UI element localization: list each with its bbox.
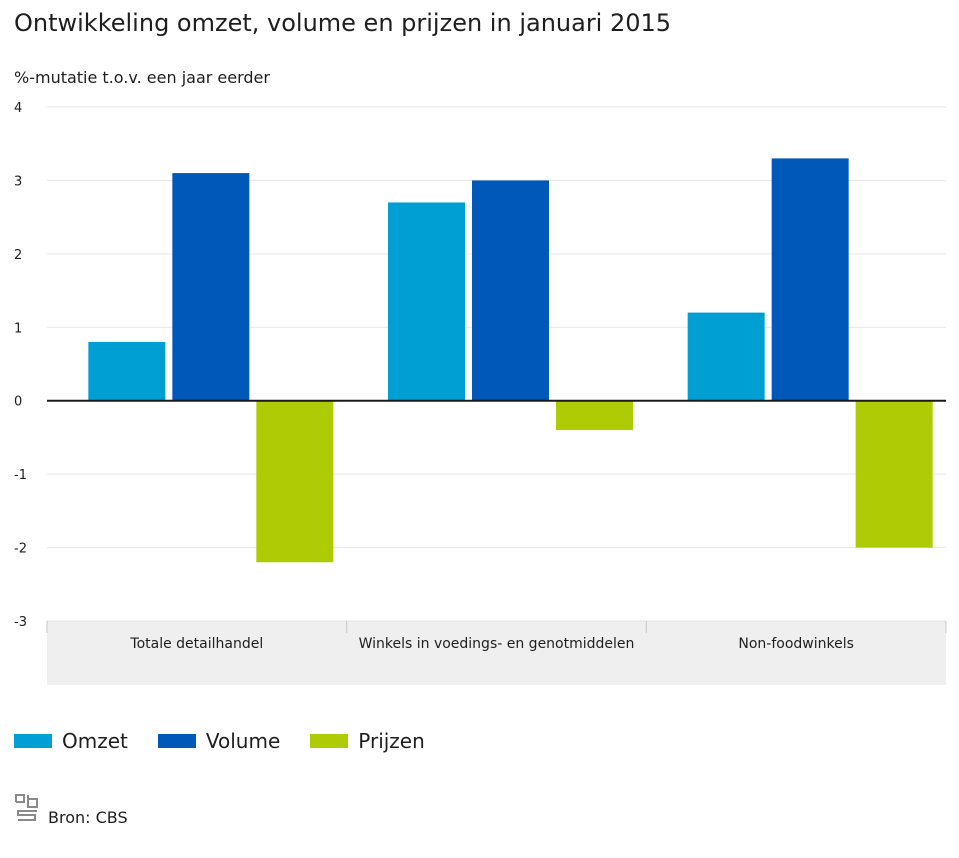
bar-volume-2 (771, 158, 849, 401)
legend-item-volume[interactable]: Volume (157, 729, 281, 753)
y-tick-label: -1 (14, 468, 27, 483)
y-tick-labels: 4 3 2 1 0 -1 -2 -3 (14, 101, 27, 630)
x-tick-labels: Totale detailhandel Winkels in voedings- … (46, 621, 947, 652)
bar-omzet-2 (687, 312, 765, 401)
source-label: Bron: CBS (48, 808, 128, 827)
legend-label-volume: Volume (205, 729, 281, 753)
legend: Omzet Volume Prijzen (14, 729, 455, 753)
x-tick-label: Non-foodwinkels (738, 636, 854, 652)
source-note: Bron: CBS (14, 793, 128, 827)
y-tick-label: 2 (14, 248, 22, 263)
y-tick-label: 3 (14, 174, 22, 189)
bar-prijzen-2 (855, 400, 933, 548)
y-tick-label: -2 (14, 542, 27, 557)
chart-title: Ontwikkeling omzet, volume en prijzen in… (14, 9, 672, 37)
x-tick-label: Winkels in voedings- en genotmiddelen (359, 636, 635, 652)
category-band (47, 621, 946, 685)
y-tick-label: 0 (14, 395, 22, 410)
bar-omzet-0 (88, 341, 166, 401)
legend-swatch-prijzen (310, 734, 349, 748)
y-axis-label: %-mutatie t.o.v. een jaar eerder (14, 68, 270, 87)
y-tick-label: 4 (14, 101, 22, 116)
x-tick-label: Totale detailhandel (129, 636, 263, 652)
bar-prijzen-1 (556, 400, 633, 431)
legend-label-prijzen: Prijzen (358, 729, 425, 753)
bar-omzet-1 (388, 202, 465, 401)
chart-area: 4 3 2 1 0 -1 -2 -3 Totale detailhandel Winkels i… (14, 101, 947, 685)
category-band-layer (47, 621, 946, 685)
legend-item-omzet[interactable]: Omzet (14, 729, 128, 753)
legend-swatch-volume (157, 734, 196, 748)
y-tick-label: -3 (14, 615, 27, 630)
legend-swatch-omzet (14, 734, 52, 748)
bar-volume-0 (172, 173, 250, 401)
bar-volume-1 (472, 180, 549, 401)
y-tick-label: 1 (14, 321, 22, 336)
legend-label-omzet: Omzet (62, 729, 128, 753)
cbs-logo-icon (15, 794, 38, 821)
bar-prijzen-0 (256, 400, 334, 563)
bars (88, 158, 933, 563)
legend-item-prijzen[interactable]: Prijzen (310, 729, 425, 753)
